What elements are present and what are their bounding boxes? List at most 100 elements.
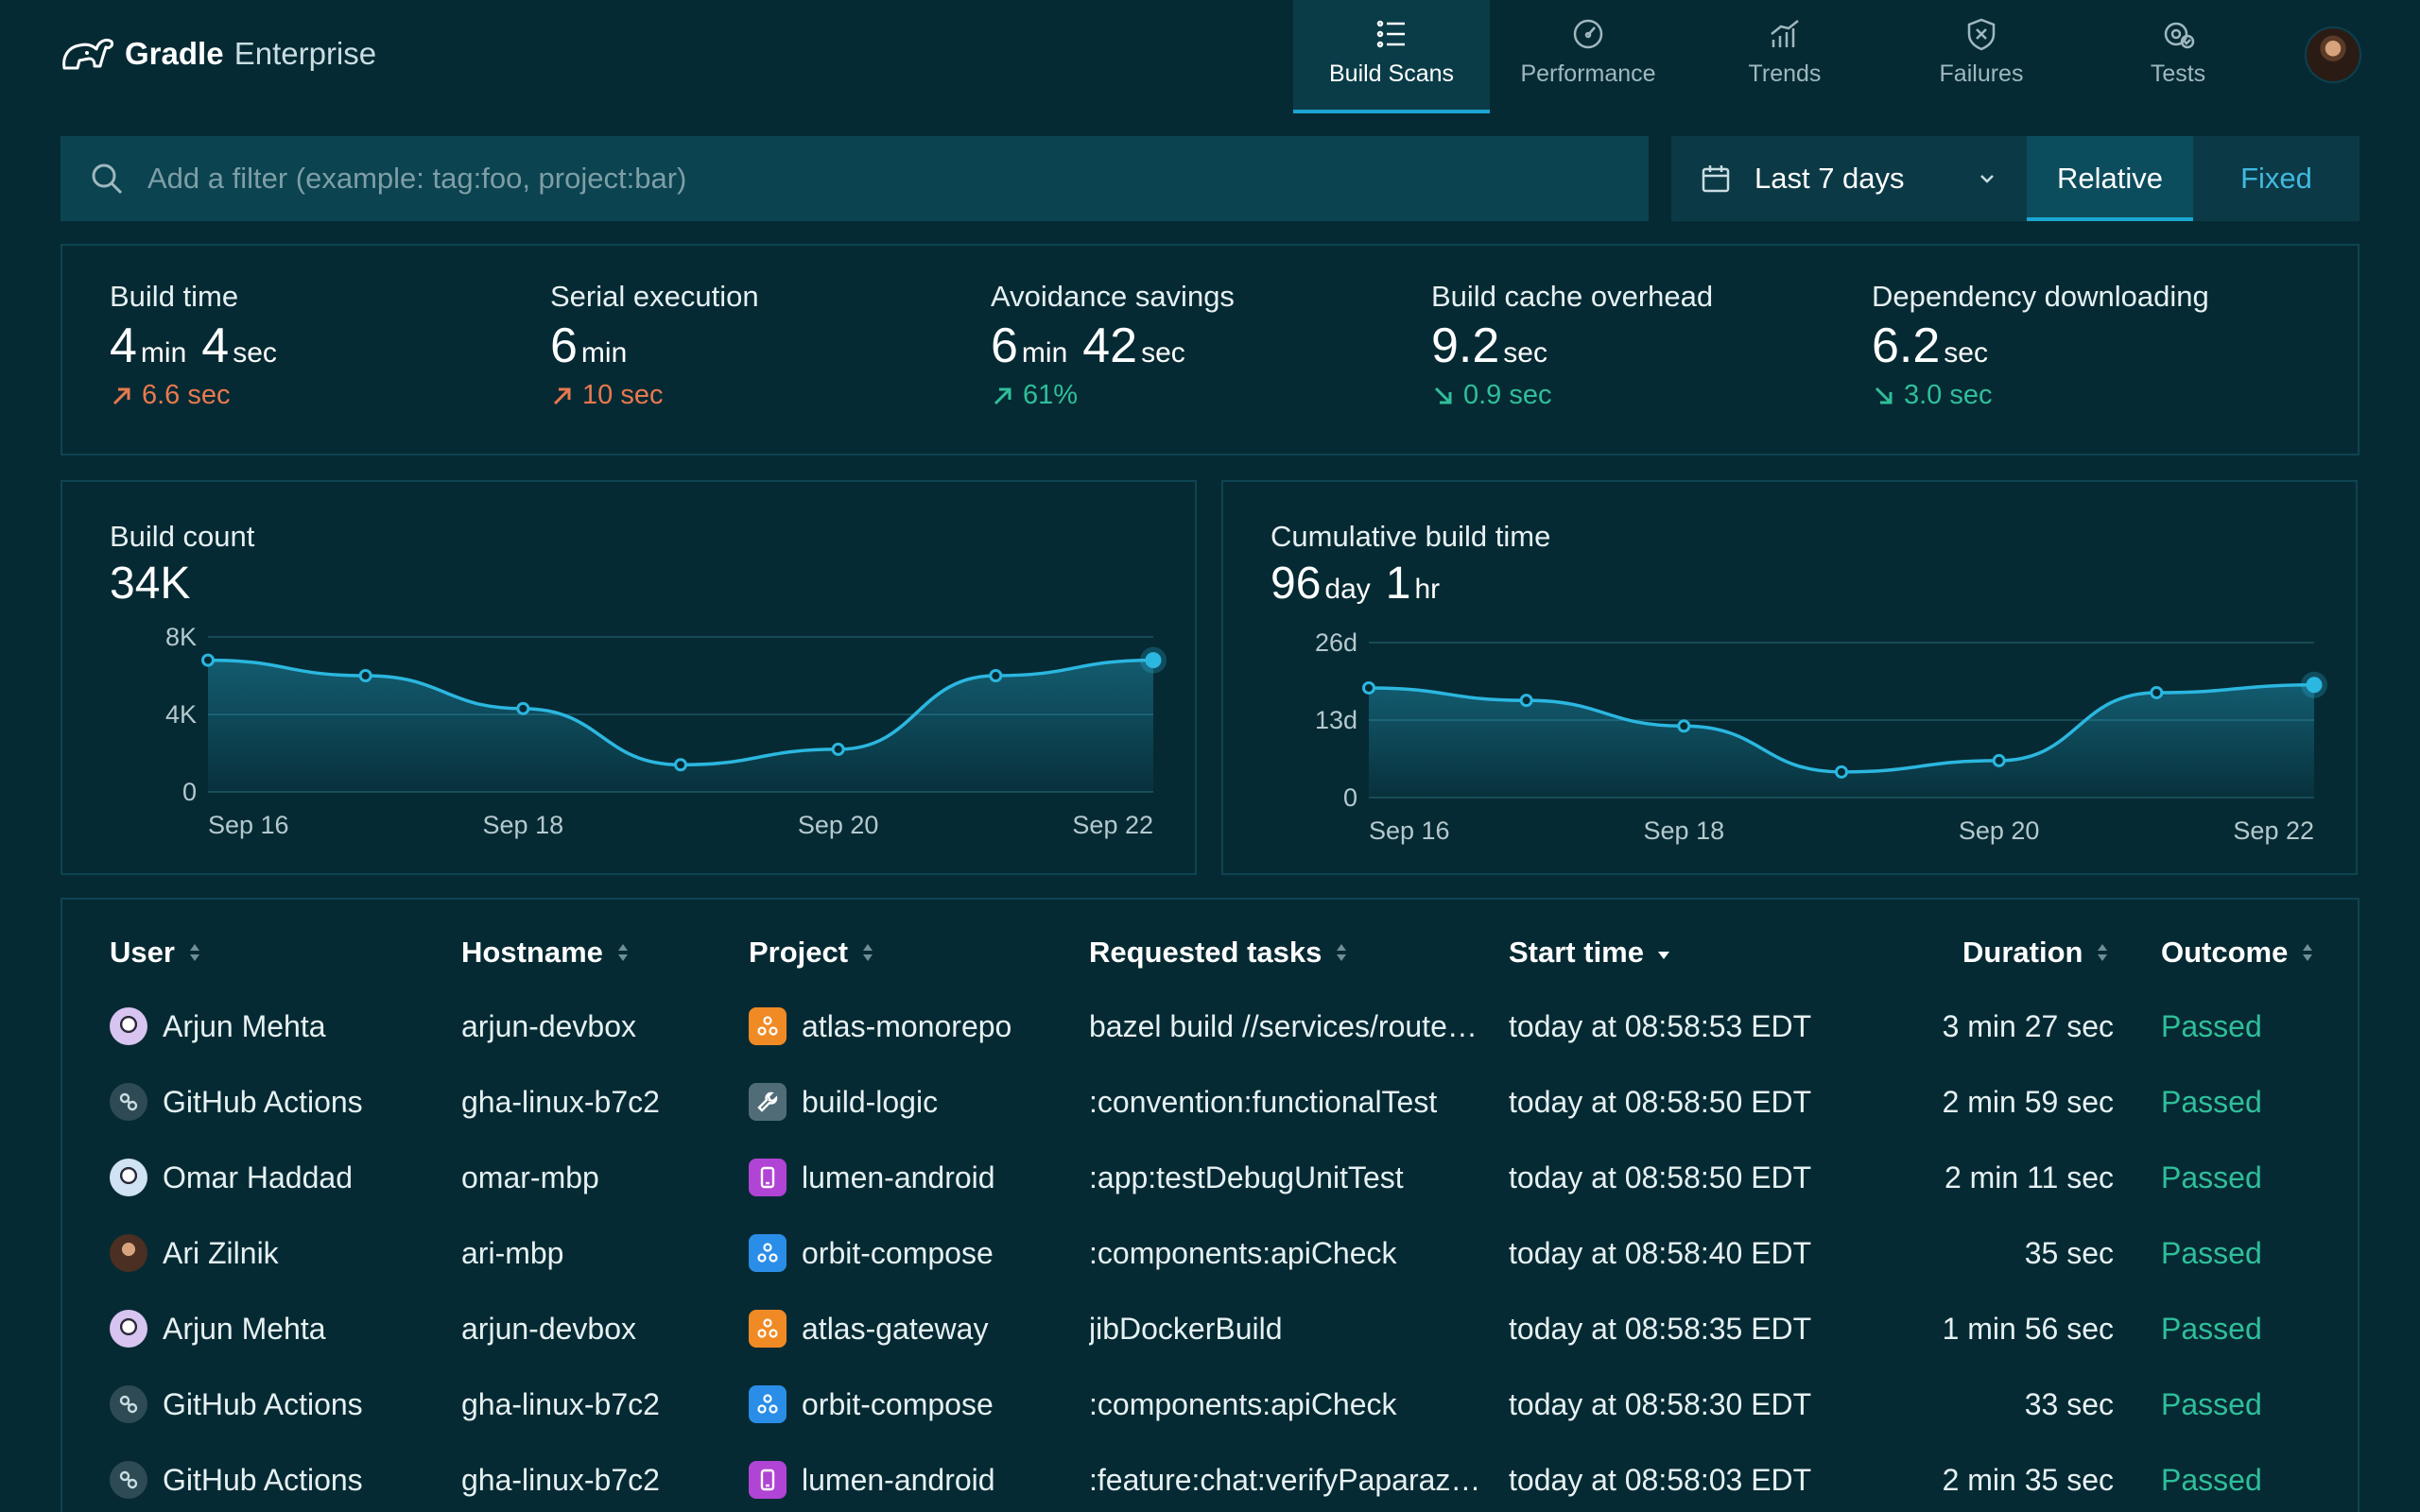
main-nav: Build Scans Performance Trends Failures (1293, 0, 2276, 113)
table-row[interactable]: Arjun Mehta arjun-devbox atlas-gateway j… (62, 1291, 2360, 1366)
table-row[interactable]: GitHub Actions gha-linux-b7c2 lumen-andr… (62, 1442, 2360, 1512)
tab-performance[interactable]: Performance (1490, 0, 1686, 113)
column-header-duration[interactable]: Duration (1962, 936, 2109, 970)
stat-build-time: Build time 4 min 4 sec 6.6 sec (110, 280, 550, 454)
cell-project[interactable]: orbit-compose (749, 1215, 1080, 1291)
data-point[interactable] (1835, 765, 1848, 779)
nodes-icon (757, 1394, 778, 1414)
table-row[interactable]: Ari Zilnik ari-mbp orbit-compose :compon… (62, 1215, 2360, 1291)
data-point[interactable] (1992, 753, 2006, 767)
build-scans-table: User Hostname Project Requested tasks St… (60, 898, 2360, 1512)
table-row[interactable]: Arjun Mehta arjun-devbox atlas-monorepo … (62, 988, 2360, 1064)
sort-icon (863, 944, 873, 961)
tab-build-scans[interactable]: Build Scans (1293, 0, 1490, 113)
data-point[interactable] (2150, 685, 2164, 699)
cell-duration: 33 sec (2024, 1386, 2114, 1421)
shield-x-icon (1967, 18, 1996, 51)
cell-start-time: today at 08:58:53 EDT (1509, 1008, 1812, 1043)
filter-input[interactable] (147, 162, 1565, 196)
cell-project[interactable]: lumen-android (749, 1140, 1080, 1215)
cell-project[interactable]: atlas-gateway (749, 1291, 1080, 1366)
nodes-icon (757, 1016, 778, 1036)
calendar-icon (1702, 165, 1730, 193)
tab-failures[interactable]: Failures (1883, 0, 2080, 113)
arrow-up-right-icon (553, 387, 571, 404)
cell-user[interactable]: Omar Haddad (110, 1140, 450, 1215)
data-point[interactable] (201, 653, 215, 667)
y-tick-label: 0 (1343, 783, 1357, 812)
cell-user[interactable]: GitHub Actions (110, 1064, 450, 1140)
stat-dependency-downloading: Dependency downloading 6.2 sec 3.0 sec (1872, 280, 2312, 454)
arrow-up-right-icon (994, 387, 1011, 404)
cell-user[interactable]: GitHub Actions (110, 1366, 450, 1442)
data-point[interactable] (358, 669, 372, 682)
cell-user[interactable]: Arjun Mehta (110, 1291, 450, 1366)
cell-outcome: Passed (2161, 1462, 2262, 1497)
fixed-toggle[interactable]: Fixed (2240, 162, 2312, 195)
cell-start-time: today at 08:58:50 EDT (1509, 1084, 1812, 1119)
cumulative-build-time-card: 26d 13d 0 Sep 16 Sep 18 Sep 20 Sep 22 Cumulati… (1221, 480, 2358, 875)
x-tick-label: Sep 18 (1644, 816, 1725, 845)
cell-user[interactable]: GitHub Actions (110, 1442, 450, 1512)
y-tick-label: 0 (182, 778, 197, 806)
column-header-project[interactable]: Project (749, 936, 874, 970)
table-row[interactable]: Omar Haddad omar-mbp lumen-android :app:… (62, 1140, 2360, 1215)
data-point[interactable] (2306, 677, 2323, 694)
column-header-user[interactable]: User (110, 936, 201, 970)
stat-avoidance-savings: Avoidance savings 6 min 42 sec 61% (991, 280, 1431, 454)
tab-label: Trends (1748, 60, 1822, 87)
tab-label: Tests (2150, 60, 2206, 87)
project-icon (749, 1159, 786, 1196)
user-avatar[interactable] (2305, 26, 2361, 83)
data-point[interactable] (989, 669, 1003, 682)
cell-requested-tasks: bazel build //services/route… (1089, 1008, 1478, 1043)
user-avatar-icon (110, 1083, 147, 1121)
project-icon (749, 1461, 786, 1499)
column-header-outcome[interactable]: Outcome (2161, 936, 2314, 970)
tab-tests[interactable]: Tests (2080, 0, 2276, 113)
build-count-card: 8K 4K 0 Sep 16 Sep 18 Sep 20 Sep 22 Build coun… (60, 480, 1197, 875)
cell-project[interactable]: lumen-android (749, 1442, 1080, 1512)
tab-trends[interactable]: Trends (1686, 0, 1883, 113)
relative-toggle[interactable]: Relative (2027, 136, 2193, 221)
data-point[interactable] (1145, 652, 1162, 669)
table-row[interactable]: GitHub Actions gha-linux-b7c2 build-logi… (62, 1064, 2360, 1140)
nodes-icon (757, 1318, 778, 1338)
column-header-hostname[interactable]: Hostname (461, 936, 630, 970)
table-row[interactable]: GitHub Actions gha-linux-b7c2 orbit-comp… (62, 1366, 2360, 1442)
cell-user[interactable]: Arjun Mehta (110, 988, 450, 1064)
area-fill (1369, 684, 2314, 798)
column-header-start-time[interactable]: Start time (1509, 936, 1670, 970)
data-point[interactable] (1677, 719, 1691, 733)
data-point[interactable] (831, 742, 845, 756)
stat-serial-execution: Serial execution 6 min 10 sec (550, 280, 991, 454)
cell-requested-tasks: :components:apiCheck (1089, 1235, 1397, 1270)
cell-hostname: ari-mbp (461, 1235, 564, 1270)
sort-icon (2303, 944, 2313, 961)
wrench-icon (757, 1091, 778, 1112)
data-point[interactable] (1519, 694, 1533, 708)
date-range-dropdown[interactable]: Last 7 days (1671, 136, 2027, 221)
y-tick-label: 26d (1315, 628, 1357, 657)
trend-chart-icon (1771, 20, 1799, 47)
cell-outcome: Passed (2161, 1311, 2262, 1346)
stat-delta: 10 sec (550, 380, 991, 411)
cell-project[interactable]: atlas-monorepo (749, 988, 1080, 1064)
column-header-requested-tasks[interactable]: Requested tasks (1089, 936, 1348, 970)
top-bar: Gradle Enterprise Build Scans Performanc… (0, 0, 2420, 117)
cell-outcome: Passed (2161, 1235, 2262, 1270)
data-point[interactable] (674, 758, 687, 772)
cell-hostname: arjun-devbox (461, 1008, 636, 1043)
data-point[interactable] (516, 701, 530, 715)
user-avatar-icon (110, 1234, 147, 1272)
sort-icon (1337, 944, 1347, 961)
data-point[interactable] (1362, 680, 1375, 695)
cell-outcome: Passed (2161, 1008, 2262, 1043)
gradle-logo[interactable]: Gradle Enterprise (59, 32, 376, 76)
cell-project[interactable]: build-logic (749, 1064, 1080, 1140)
cell-hostname: omar-mbp (461, 1160, 599, 1194)
cell-project[interactable]: orbit-compose (749, 1366, 1080, 1442)
cell-hostname: arjun-devbox (461, 1311, 636, 1346)
chevron-down-icon (1980, 175, 1994, 183)
cell-user[interactable]: Ari Zilnik (110, 1215, 450, 1291)
